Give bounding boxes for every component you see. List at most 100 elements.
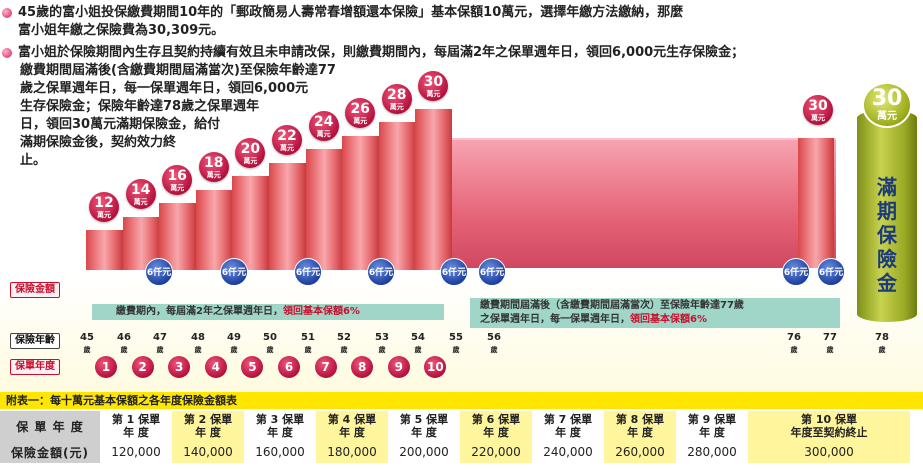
- table-header-text: 第 4 保單: [327, 413, 377, 426]
- intro-text-1: 45歲的富小姐投保繳費期間10年的「郵政簡易人壽常春增額還本保險」基本保額10萬…: [18, 5, 684, 20]
- payment-period-red-text: 領回基本保額6%: [282, 306, 360, 317]
- coverage-amount-unit: 萬元: [316, 130, 331, 138]
- age-unit: 歲: [340, 346, 348, 354]
- intro-text-2g: 止。: [20, 153, 47, 168]
- coverage-cylinder: [378, 122, 416, 270]
- coverage-amount-number: 26: [350, 100, 370, 117]
- age-value: 49: [227, 332, 241, 343]
- table-value-cell: 280,000: [676, 441, 748, 463]
- survival-benefit-badge: 6仟元: [145, 258, 173, 286]
- coverage-cylinder: [305, 149, 343, 270]
- table-value-cell: 140,000: [172, 441, 244, 463]
- table-header-text: 第 7 保單: [543, 413, 593, 426]
- survival-benefit-badge: 6仟元: [294, 258, 322, 286]
- policy-year-badge: 2: [131, 356, 154, 378]
- policy-year-badge: 10: [424, 356, 447, 378]
- age-unit: 歲: [156, 346, 164, 354]
- age-tick-label: 46 歲: [112, 332, 136, 356]
- survival-benefit-badge: 6仟元: [220, 258, 248, 286]
- maturity-cylinder: [857, 110, 917, 322]
- age-unit: 歲: [83, 346, 91, 354]
- table-header-cell: 第 6 保單年 度: [460, 411, 532, 441]
- coverage-amount-badge: 22 萬元: [272, 124, 302, 155]
- policy-year-badge: 1: [95, 356, 117, 378]
- age-tick-label: 56 歲: [482, 332, 506, 356]
- survival-benefit-badge: 6仟元: [367, 258, 395, 286]
- intro-bullet-2: 富小姐於保險期間內生存且契約持續有效且未申請改保，則繳費期間內，每屆滿2年之保單…: [2, 44, 922, 62]
- age-unit: 歲: [194, 346, 202, 354]
- coverage-amount-badge: 20 萬元: [235, 138, 266, 168]
- maturity-badge: 30 萬元: [862, 82, 912, 128]
- table-value-cell: 260,000: [604, 441, 676, 463]
- coverage-amount-unit: 萬元: [133, 197, 148, 206]
- table-header-text: 第 9 保單: [687, 413, 737, 426]
- intro-text-2e: 日，領回30萬元滿期保險金，給付: [20, 117, 221, 132]
- maturity-amount-number: 30: [871, 86, 903, 111]
- table-row-label-amount: 保險金額(元): [0, 441, 100, 463]
- age-value: 55: [449, 332, 463, 343]
- maturity-label: 滿期保險金: [877, 175, 897, 295]
- age-tick-label: 51 歲: [296, 332, 320, 356]
- policy-year-badge: 8: [351, 356, 374, 378]
- policy-year-badge: 7: [314, 356, 337, 378]
- policy-year-badge: 3: [168, 356, 191, 378]
- maturity-amount-unit: 萬元: [877, 111, 897, 122]
- age-value: 77: [823, 332, 837, 343]
- survival-benefit-badge: 6仟元: [478, 258, 506, 286]
- table-value-cell: 240,000: [532, 441, 604, 463]
- label-insured-amount: 保險金額: [10, 282, 60, 298]
- table-header-cell: 第 9 保單年 度: [676, 411, 748, 441]
- post-payment-arrow: 繳費期間屆滿後（含繳費期間屆滿當次）至保險年齡達77歲 之保單週年日，每一保單週…: [470, 298, 840, 328]
- coverage-amount-unit: 萬元: [280, 143, 294, 152]
- table-header-text: 第 6 保單: [471, 413, 521, 426]
- age-tick-label: 52 歲: [332, 332, 356, 356]
- payment-period-text: 繳費期內，每屆滿2年之保單週年日，: [116, 306, 283, 317]
- table-value-row: 保險金額(元) 120,000 140,000 160,000 180,000 200,0…: [0, 441, 910, 463]
- age-value: 51: [301, 332, 315, 343]
- policy-year-badge: 5: [241, 356, 264, 378]
- table-header-text: 年 度: [411, 426, 437, 439]
- table-header-cell: 第 5 保單年 度: [388, 411, 460, 441]
- table-header-text: 年 度: [339, 426, 365, 439]
- coverage-cylinder: [232, 176, 270, 270]
- intro-text-1b: 富小姐年繳之保險費為30,309元。: [18, 23, 225, 38]
- policy-year-badge: 4: [204, 356, 227, 378]
- coverage-amount-unit: 萬元: [353, 116, 368, 125]
- table-value-cell: 180,000: [316, 441, 388, 463]
- survival-benefit-badge: 6仟元: [817, 258, 845, 286]
- age-unit: 歲: [266, 346, 274, 354]
- age-unit: 歲: [452, 346, 460, 354]
- age-unit: 歲: [120, 346, 128, 354]
- coverage-amount-unit: 萬元: [389, 103, 404, 111]
- table-header-text: 第 10 保單: [801, 413, 857, 426]
- late-amount-badge: 30 萬元: [803, 95, 833, 125]
- age-value: 50: [263, 332, 277, 343]
- coverage-amount-unit: 萬元: [426, 89, 441, 98]
- table-header-text: 年 度: [627, 426, 653, 439]
- age-value: 53: [375, 332, 389, 343]
- intro-text-2: 富小姐於保險期間內生存且契約持續有效且未申請改保，則繳費期間內，每屆滿2年之保單…: [18, 45, 745, 60]
- table-header-text: 年度至契約終止: [790, 426, 868, 439]
- age-value: 76: [787, 332, 801, 343]
- age-tick-label: 50 歲: [258, 332, 282, 356]
- age-value: 52: [337, 332, 351, 343]
- coverage-amount-badge: 28 萬元: [381, 84, 412, 114]
- intro-text-2f: 滿期保險金後，契約效力終: [20, 135, 177, 150]
- table-value-cell: 120,000: [100, 441, 172, 463]
- coverage-cylinder: [86, 230, 123, 270]
- age-tick-label: 54 歲: [406, 332, 430, 356]
- post-payment-bar: [436, 138, 836, 268]
- coverage-cylinder: [269, 162, 306, 270]
- label-policy-year: 保單年度: [10, 359, 60, 375]
- table-header-cell: 第 4 保單年 度: [316, 411, 388, 441]
- coverage-amount-number: 28: [387, 87, 407, 103]
- late-amount-number: 30: [808, 98, 828, 114]
- coverage-amount-badge: 16 萬元: [162, 165, 193, 195]
- coverage-amount-badge: 12 萬元: [89, 192, 119, 222]
- table-header-row: 保 單 年 度第 1 保單年 度第 2 保單年 度第 3 保單年 度第 4 保單…: [0, 411, 910, 441]
- post-payment-text-2: 之保單週年日，每一保單週年日，: [480, 314, 630, 325]
- coverage-cylinder: [342, 135, 380, 270]
- cylinder-age-77: [798, 138, 834, 268]
- age-unit: 歲: [304, 346, 312, 354]
- coverage-amount-badge: 18 萬元: [198, 151, 229, 182]
